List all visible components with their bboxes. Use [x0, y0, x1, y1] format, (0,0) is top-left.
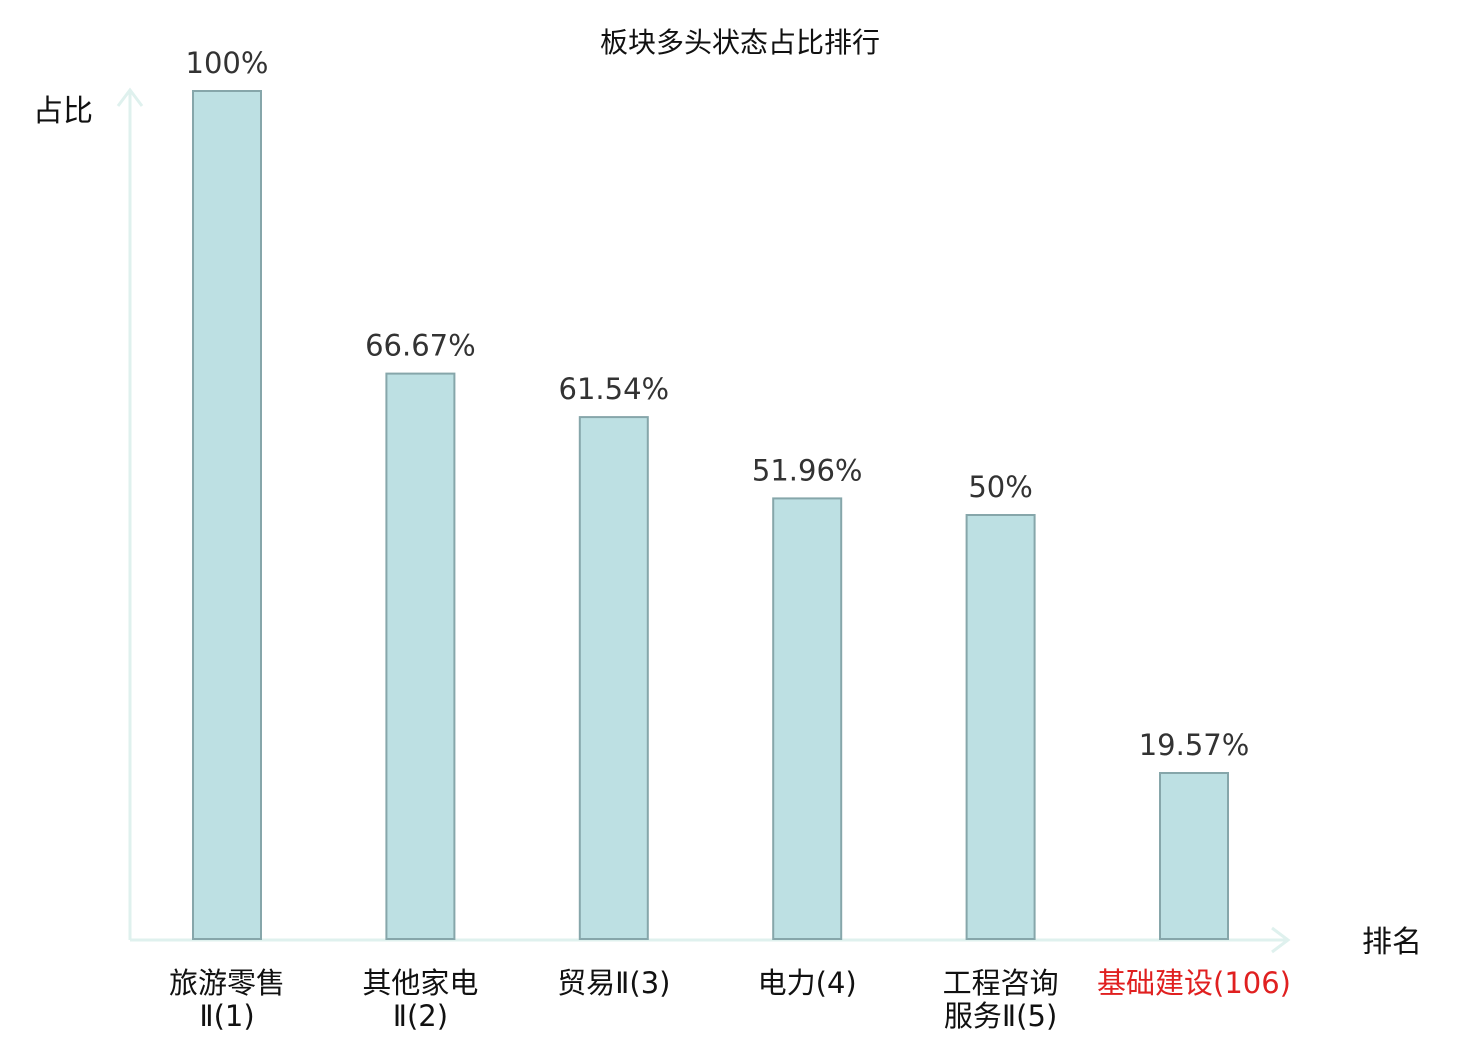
data-label: 19.57%: [1139, 728, 1250, 762]
data-label: 50%: [968, 470, 1032, 504]
bar: [772, 497, 843, 940]
data-label: 66.67%: [365, 329, 476, 363]
x-axis-label: 排名: [1362, 925, 1422, 960]
data-label: 51.96%: [752, 453, 863, 487]
tick-label: Ⅱ(2): [393, 999, 448, 1033]
data-label: 61.54%: [559, 372, 670, 406]
x-axis-arrow: [1271, 926, 1291, 954]
tick-label: 旅游零售: [169, 966, 285, 1000]
bar: [1159, 772, 1229, 940]
bars: [192, 90, 1229, 941]
bar: [965, 514, 1036, 940]
data-label: 100%: [186, 46, 269, 80]
chart-title: 板块多头状态占比排行: [600, 26, 880, 59]
tick-label: 服务Ⅱ(5): [944, 999, 1057, 1033]
bar: [385, 372, 456, 941]
y-axis-label: 占比: [33, 94, 93, 129]
y-axis-arrow: [116, 87, 144, 107]
tick-label: 贸易Ⅱ(3): [557, 966, 670, 1000]
tick-label: 电力(4): [758, 966, 857, 1000]
value-labels: 100% 66.67% 61.54% 51.96% 50% 19.57%: [186, 46, 1250, 762]
bar: [192, 90, 262, 940]
tick-label: Ⅱ(1): [199, 999, 254, 1033]
tick-label: 工程咨询: [943, 966, 1059, 1000]
tick-label: 其他家电: [362, 966, 478, 1000]
tick-label: 基础建设(106): [1097, 966, 1291, 1000]
axes: [116, 87, 1291, 954]
bar: [578, 416, 649, 941]
